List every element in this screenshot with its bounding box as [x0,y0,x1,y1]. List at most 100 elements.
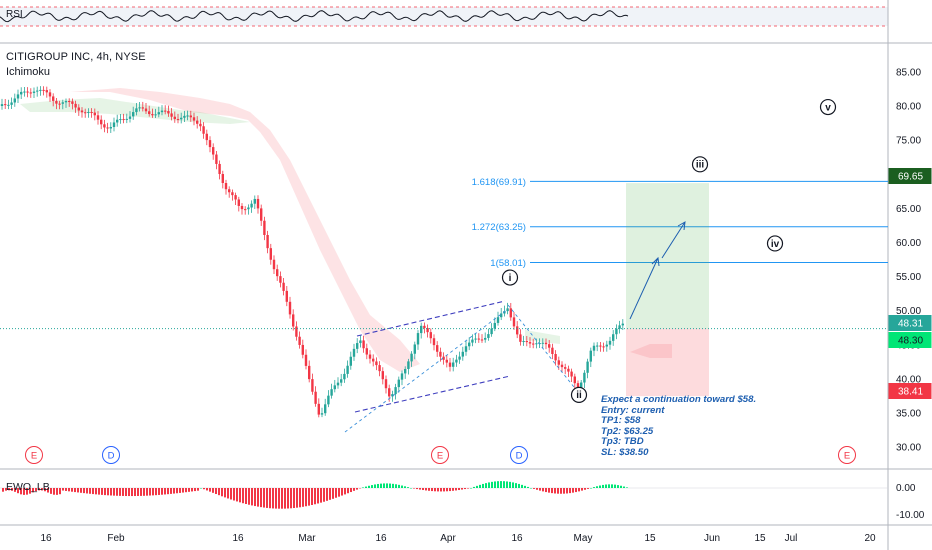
ewo-bar-negative [224,488,226,498]
ewo-bar-positive [509,481,511,488]
ewo-bar-negative [575,488,577,493]
ewo-bar-negative [125,488,127,497]
ewo-bar-negative [335,488,337,498]
ewo-bar-negative [188,488,190,492]
dividend-marker [102,446,120,464]
candle-up [397,379,400,388]
price-badge [888,332,932,348]
candle-down [244,209,247,211]
ewo-bar-negative [428,488,430,491]
candle-up [324,404,327,414]
candle-down [256,198,260,209]
candle-up [32,91,36,93]
candle-down [170,113,173,117]
earnings-marker-label: E [437,451,443,462]
ewo-indicator-label[interactable]: EWO_LB [6,481,50,493]
ewo-bar-negative [89,488,91,494]
ewo-bar-negative [416,488,418,490]
ewo-bar-negative [155,488,157,496]
ewo-bar-negative [107,488,109,496]
earnings-marker-label: E [844,451,850,462]
candle-down [551,347,554,355]
candle-down [208,140,212,148]
candle-down [52,96,55,101]
ewo-bar-positive [518,483,520,488]
ewo-bar-negative [203,488,205,490]
ewo-bar-negative [254,488,256,507]
ewo-bar-negative [104,488,106,496]
ewo-bar-negative [101,488,103,495]
ewo-bar-negative [236,488,238,502]
ewo-bar-negative [206,488,208,491]
candle-down [55,100,58,104]
ewo-bar-negative [278,488,280,509]
candle-up [471,339,474,343]
trade-note-line: Entry: current [601,404,665,416]
ewo-bar-negative [542,488,544,492]
candle-down [311,379,314,392]
price-tick-label: 60.00 [896,238,921,249]
candle-up [343,373,346,380]
candle-down [122,119,125,121]
ewo-bar-negative [419,488,421,490]
ewo-bar-negative [80,488,82,493]
wave-label-circle [819,98,837,116]
ewo-bar-positive [398,484,400,488]
ewo-bar-negative [539,488,541,491]
candle-down [375,361,378,366]
candle-down [292,314,295,327]
ewo-bar-positive [530,488,532,489]
ewo-bar-negative [587,488,589,489]
ewo-bar-negative [323,488,325,502]
ewo-bar-negative [221,488,223,497]
candle-up [484,337,487,340]
candle-down [215,154,218,164]
ewo-bar-negative [191,488,193,492]
ewo-bar-positive [374,484,376,488]
ewo-bar-positive [599,485,601,488]
candle-down [228,189,231,193]
ewo-bar-positive [368,485,370,488]
candle-down [90,112,93,114]
candle-down [77,107,80,111]
ewo-bar-negative [230,488,232,500]
ewo-bar-negative [110,488,112,496]
ewo-bar-positive [524,485,526,488]
candle-down [436,345,439,352]
candle-down [202,126,205,134]
candle-up [612,334,615,341]
rsi-pane-label: RSI [6,9,23,20]
projection-arrow [629,256,660,320]
candle-down [218,163,221,175]
candle-up [461,351,464,357]
candle-down [388,388,391,397]
candle-up [247,207,250,210]
candle-up [496,317,500,323]
ewo-bar-negative [272,488,274,509]
ewo-bar-negative [353,488,355,491]
ewo-bar-negative [464,488,466,490]
ewo-bar-negative [176,488,178,494]
candle-up [157,112,160,115]
ewo-bar-negative [239,488,241,503]
symbol-title[interactable]: CITIGROUP INC, 4h, NYSE [6,51,146,63]
ichimoku-indicator-label[interactable]: Ichimoku [6,66,51,78]
ewo-bar-negative [302,488,304,507]
ewo-bar-negative [251,488,253,506]
candle-down [148,111,151,115]
candle-down [276,269,279,277]
trade-note-line: Tp2: $63.25 [601,425,654,437]
trade-note-line: Expect a continuation toward $58. [601,394,757,405]
time-tick-label: Feb [107,533,125,544]
candle-down [100,119,103,125]
trade-note: Expect a continuation toward $58. Entry:… [601,394,757,459]
candle-down [260,208,263,221]
candle-down [295,326,298,337]
time-tick-label: Jun [704,533,720,544]
ewo-bar-positive [410,488,412,489]
candle-down [167,111,170,114]
time-tick-label: 20 [864,533,876,544]
ewo-bar-negative [77,488,79,493]
